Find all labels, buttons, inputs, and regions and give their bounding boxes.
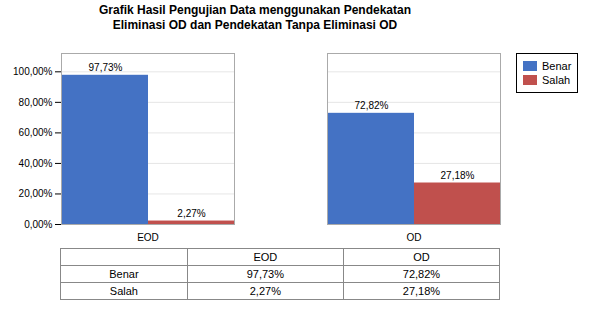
- html-text:2,27%: 2,27%: [249, 285, 281, 297]
- svg-text:0,00%: 0,00%: [24, 219, 52, 230]
- svg-text:EOD: EOD: [137, 232, 159, 243]
- svg-text:20,00%: 20,00%: [19, 188, 53, 199]
- html-text:97,73%: 97,73%: [246, 268, 284, 280]
- html-text:OD: OD: [413, 251, 430, 263]
- svg-text:40,00%: 40,00%: [19, 158, 53, 169]
- html-text:EOD: EOD: [253, 251, 278, 263]
- svg-text:80,00%: 80,00%: [19, 97, 53, 108]
- html-text:Grafik Hasil Pengujian Data me: Grafik Hasil Pengujian Data menggunakan …: [99, 3, 411, 17]
- svg-text:72,82%: 72,82%: [355, 100, 389, 111]
- svg-text:27,18%: 27,18%: [441, 170, 475, 181]
- svg-text:OD: OD: [407, 232, 422, 243]
- svg-text:100,00%: 100,00%: [13, 66, 53, 77]
- html-text:Salah: Salah: [542, 74, 571, 86]
- svg-text:97,73%: 97,73%: [89, 62, 123, 73]
- svg-text:2,27%: 2,27%: [177, 208, 205, 219]
- svg-text:60,00%: 60,00%: [19, 127, 53, 138]
- html-text:Salah: Salah: [109, 285, 138, 297]
- html-text:27,18%: 27,18%: [402, 285, 441, 297]
- html-text:Eliminasi OD dan Pendekatan Ta: Eliminasi OD dan Pendekatan Tanpa Elimin…: [112, 18, 398, 32]
- html-text:Benar: Benar: [109, 268, 139, 280]
- html-text:Benar: Benar: [542, 60, 572, 72]
- html-text:72,82%: 72,82%: [402, 268, 441, 280]
